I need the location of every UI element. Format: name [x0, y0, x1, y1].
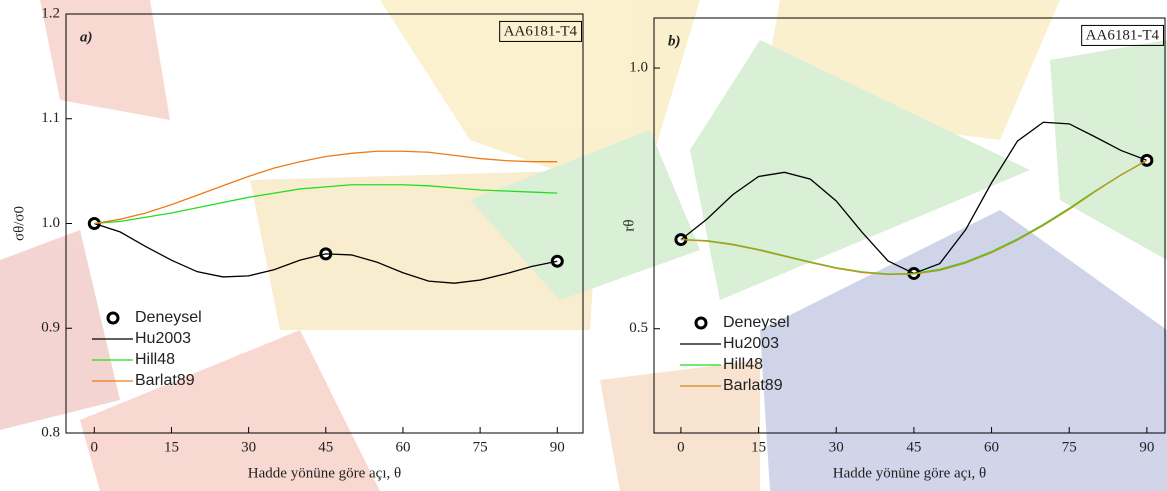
series-line	[94, 150, 558, 225]
x-tick-label: 75	[1062, 439, 1077, 455]
x-tick-label: 30	[829, 439, 844, 455]
x-tick-label: 15	[164, 439, 179, 455]
panel-label: b)	[668, 33, 681, 49]
x-tick-label: 75	[473, 439, 488, 455]
plot-frame	[653, 17, 1166, 434]
y-tick-label: 1.0	[41, 215, 60, 231]
annotation: AA6181-T4	[1086, 27, 1160, 43]
panel: 0 15 30 45 60 75 90 0.5 1.0 Hadde yönüne göre açı…	[621, 17, 1166, 481]
y-tick-label: 1.0	[629, 59, 648, 75]
y-tick-label: 1.1	[41, 110, 60, 126]
legend-label: Hill48	[135, 351, 175, 368]
annotation-box	[499, 20, 582, 42]
series-line	[94, 222, 558, 284]
series-line	[680, 159, 1148, 276]
annotation: AA6181-T4	[504, 23, 578, 39]
x-tick-label: 90	[550, 439, 565, 455]
y-tick-label: 0.9	[41, 320, 60, 336]
x-axis-label: Hadde yönüne göre açı, θ	[833, 465, 986, 481]
x-tick-label: 45	[906, 439, 921, 455]
x-tick-label: 45	[318, 439, 333, 455]
y-axis-label: σθ/σ0	[11, 206, 27, 241]
x-tick-label: 0	[677, 439, 685, 455]
x-tick-label: 90	[1139, 439, 1154, 455]
x-tick-label: 60	[984, 439, 999, 455]
legend-label: Hill48	[723, 356, 763, 373]
y-tick-label: 0.8	[41, 424, 60, 440]
x-tick-label: 0	[91, 439, 99, 455]
y-tick-label: 0.5	[629, 320, 648, 336]
legend-swatch	[694, 316, 708, 330]
legend-swatch	[106, 311, 120, 325]
legend-label: Deneysel	[723, 314, 790, 331]
series-line	[94, 184, 558, 225]
panel: 0 15 30 45 60 75 90 0.8 0.9 1.0 1.1 1.2 Hadde yönüne…	[11, 5, 584, 481]
y-axis-label: rθ	[621, 219, 637, 231]
x-tick-label: 30	[241, 439, 256, 455]
legend-label: Barlat89	[135, 372, 195, 389]
y-tick-label: 1.2	[41, 5, 60, 21]
legend-label: Hu2003	[135, 330, 191, 347]
x-tick-label: 60	[395, 439, 410, 455]
x-axis-label: Hadde yönüne göre açı, θ	[248, 465, 401, 481]
x-tick-label: 15	[751, 439, 766, 455]
panel-label: a)	[80, 29, 93, 45]
legend-label: Hu2003	[723, 335, 779, 352]
legend-label: Deneysel	[135, 309, 202, 326]
legend-label: Barlat89	[723, 377, 783, 394]
annotation-box	[1081, 24, 1164, 46]
